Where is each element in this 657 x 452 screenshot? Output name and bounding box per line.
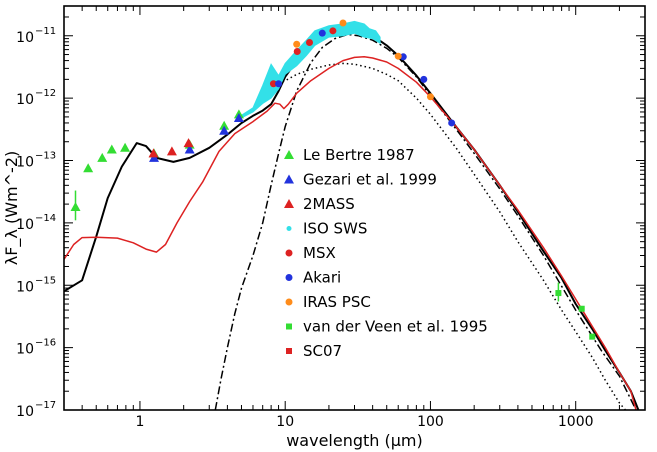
legend-item: SC07: [286, 342, 342, 360]
legend-item: Le Bertre 1987: [284, 146, 415, 164]
data-point: [269, 80, 277, 88]
legend-label: ISO SWS: [303, 220, 367, 238]
y-tick-exp: −11: [35, 26, 56, 37]
legend-label: Le Bertre 1987: [303, 146, 415, 164]
y-tick-base: 10: [16, 279, 34, 295]
y-tick-label: 10 −17: [16, 400, 56, 420]
model-curve-solid: [64, 56, 637, 410]
data-point: [578, 305, 585, 312]
legend-item: IRAS PSC: [285, 293, 371, 311]
legend-marker: [284, 150, 294, 159]
data-point: [97, 152, 108, 162]
legend-label: SC07: [303, 342, 342, 360]
y-tick-base: 10: [16, 342, 34, 358]
y-tick-exp: −12: [35, 88, 56, 99]
legend-label: Gezari et al. 1999: [303, 171, 437, 189]
data-point: [394, 52, 402, 60]
legend-label: 2MASS: [303, 195, 355, 213]
x-tick-labels: 1 10 100 1000: [135, 414, 593, 430]
y-tick-exp: −15: [35, 275, 56, 286]
y-tick-label: 10 −12: [16, 88, 56, 108]
legend: Le Bertre 1987 Gezari et al. 1999 2MASS ISO…: [284, 146, 488, 360]
y-tick-label: 10 −15: [16, 275, 56, 295]
legend-marker: [286, 348, 292, 354]
data-point: [339, 19, 347, 27]
data-point: [589, 333, 596, 340]
legend-label: MSX: [303, 244, 336, 262]
y-tick-base: 10: [16, 155, 34, 171]
data-point: [329, 27, 337, 35]
data-point: [148, 148, 159, 158]
y-tick-exp: −14: [35, 213, 56, 224]
data-point: [275, 80, 283, 88]
legend-label: Akari: [303, 269, 341, 287]
legend-marker: [285, 298, 293, 306]
legend-marker: [286, 323, 292, 330]
data-points: [70, 19, 596, 340]
legend-marker: [284, 199, 294, 208]
legend-label: van der Veen et al. 1995: [303, 318, 488, 336]
y-tick-label: 10 −13: [16, 151, 56, 171]
x-tick-label: 10: [276, 414, 294, 430]
data-point: [106, 144, 117, 154]
data-point: [166, 146, 177, 156]
x-axis-label: wavelength (μm): [286, 431, 423, 450]
x-tick-label: 1000: [558, 414, 594, 430]
data-point: [306, 38, 314, 46]
y-tick-label: 10 −14: [16, 213, 56, 233]
model-curve-dashdot: [214, 33, 637, 410]
y-tick-base: 10: [16, 404, 34, 420]
data-point: [448, 119, 456, 127]
legend-marker: [286, 226, 292, 231]
y-tick-exp: −17: [35, 400, 56, 411]
x-tick-label: 1: [135, 414, 144, 430]
y-tick-base: 10: [16, 30, 34, 46]
data-point: [420, 75, 428, 83]
data-point: [233, 113, 244, 123]
y-axis-label: λF_λ (Wm^-2): [2, 151, 22, 265]
legend-item: Akari: [285, 269, 341, 287]
data-point: [149, 152, 160, 162]
legend-item: Gezari et al. 1999: [284, 171, 437, 189]
plot-frame: [63, 5, 646, 411]
legend-marker: [285, 249, 293, 257]
y-tick-label: 10 −11: [16, 26, 56, 46]
data-point: [318, 29, 326, 37]
data-point: [83, 163, 94, 173]
data-point: [184, 144, 195, 154]
y-tick-label: 10 −16: [16, 338, 56, 358]
x-tick-label: 100: [417, 414, 444, 430]
legend-item: ISO SWS: [286, 220, 367, 238]
data-point: [293, 40, 301, 48]
data-point: [183, 138, 194, 148]
data-point: [120, 142, 131, 152]
legend-label: IRAS PSC: [303, 293, 371, 311]
legend-marker: [284, 174, 294, 184]
legend-item: van der Veen et al. 1995: [286, 318, 488, 336]
y-tick-base: 10: [16, 92, 34, 108]
legend-item: MSX: [285, 244, 336, 262]
y-tick-base: 10: [16, 217, 34, 233]
data-point: [426, 93, 434, 101]
y-tick-exp: −13: [35, 151, 56, 162]
y-tick-exp: −16: [35, 338, 56, 349]
legend-item: 2MASS: [284, 195, 355, 213]
legend-marker: [285, 274, 293, 281]
data-point: [293, 47, 301, 55]
data-point: [219, 125, 230, 135]
data-point: [219, 120, 230, 130]
